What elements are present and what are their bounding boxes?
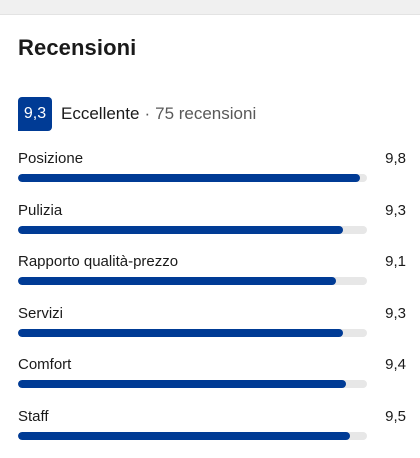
- category-label: Rapporto qualità-prezzo: [18, 253, 178, 271]
- category-row-staff: Staff 9,5: [18, 407, 406, 458]
- review-count: 75 recensioni: [155, 104, 256, 124]
- category-row-comfort: Comfort 9,4: [18, 355, 406, 407]
- reviews-title: Recensioni: [18, 35, 136, 61]
- category-score: 9,3: [385, 305, 406, 323]
- score-bar-fill: [18, 226, 343, 234]
- score-bar-fill: [18, 277, 336, 285]
- category-score: 9,5: [385, 408, 406, 426]
- reviews-section: Recensioni 9,3 Eccellente · 75 recension…: [0, 15, 420, 420]
- category-label: Posizione: [18, 150, 83, 168]
- rating-label: Eccellente: [61, 104, 139, 124]
- score-bar-fill: [18, 329, 343, 337]
- score-bar-fill: [18, 380, 346, 388]
- score-bar-track: [18, 174, 367, 182]
- category-label: Comfort: [18, 356, 71, 374]
- score-bar-fill: [18, 432, 350, 440]
- score-badge: 9,3: [18, 97, 52, 131]
- score-bar-track: [18, 277, 367, 285]
- category-row-rapporto-qualita-prezzo: Rapporto qualità-prezzo 9,1: [18, 252, 406, 304]
- category-label: Pulizia: [18, 202, 62, 220]
- category-row-posizione: Posizione 9,8: [18, 149, 406, 201]
- category-label: Staff: [18, 408, 49, 426]
- category-row-servizi: Servizi 9,3: [18, 304, 406, 356]
- score-bar-track: [18, 380, 367, 388]
- category-scores-list: Posizione 9,8 Pulizia 9,3 Rapporto quali…: [18, 149, 406, 458]
- score-bar-track: [18, 329, 367, 337]
- score-bar-fill: [18, 174, 360, 182]
- category-score: 9,3: [385, 202, 406, 220]
- score-bar-track: [18, 432, 367, 440]
- score-bar-track: [18, 226, 367, 234]
- category-label: Servizi: [18, 305, 63, 323]
- top-divider-strip: [0, 0, 420, 14]
- category-score: 9,8: [385, 150, 406, 168]
- category-score: 9,4: [385, 356, 406, 374]
- category-score: 9,1: [385, 253, 406, 271]
- category-row-pulizia: Pulizia 9,3: [18, 201, 406, 253]
- rating-separator: ·: [144, 104, 150, 124]
- overall-score-row[interactable]: 9,3 Eccellente · 75 recensioni: [18, 97, 256, 131]
